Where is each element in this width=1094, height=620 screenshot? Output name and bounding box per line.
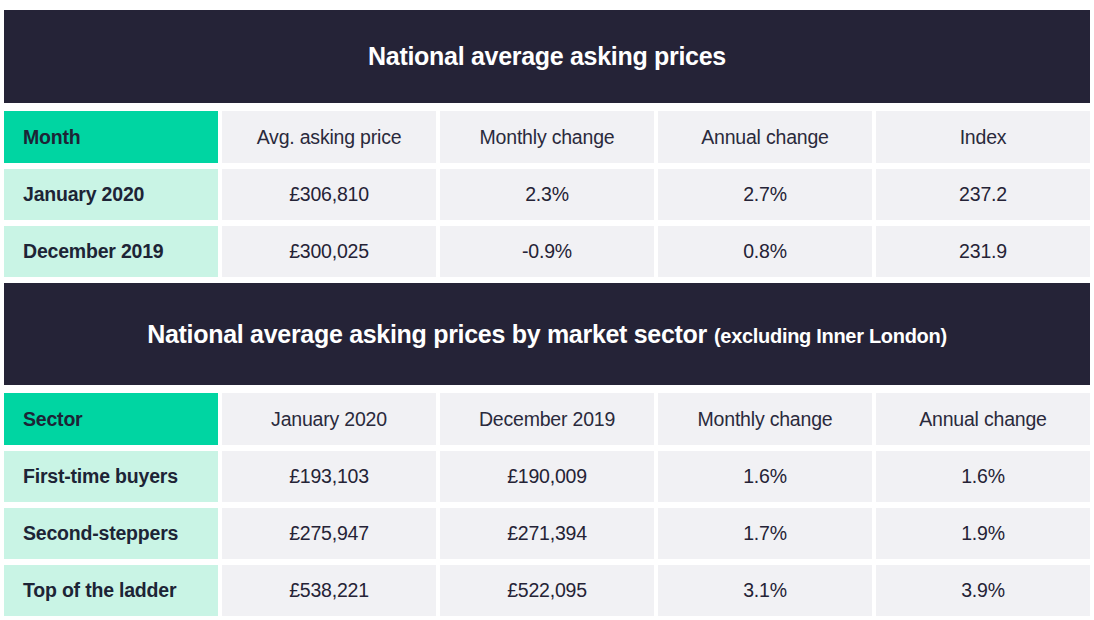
table2-cell: 1.7% <box>658 508 872 559</box>
table2-row-label: Second-steppers <box>4 508 218 559</box>
table2-header-sector: Sector <box>4 393 218 445</box>
table2-row-label: Top of the ladder <box>4 565 218 616</box>
table2-cell: 1.6% <box>876 451 1090 502</box>
table2-cell: 1.9% <box>876 508 1090 559</box>
market-sector-title-suffix: (excluding Inner London) <box>714 325 947 348</box>
table2-row-label: First-time buyers <box>4 451 218 502</box>
table1-cell: £306,810 <box>222 169 436 220</box>
table2-cell: £538,221 <box>222 565 436 616</box>
table2-cell: 3.1% <box>658 565 872 616</box>
table1-header-month: Month <box>4 111 218 163</box>
market-sector-title: National average asking prices by market… <box>147 320 947 349</box>
table2-cell: £522,095 <box>440 565 654 616</box>
market-sector-table: Sector January 2020 December 2019 Monthl… <box>4 393 1090 616</box>
table2-cell: £271,394 <box>440 508 654 559</box>
table2-cell: 3.9% <box>876 565 1090 616</box>
table2-header-january-2020: January 2020 <box>222 393 436 445</box>
house-price-report: National average asking prices Month Avg… <box>0 0 1094 620</box>
market-sector-banner: National average asking prices by market… <box>4 283 1090 385</box>
table1-cell: 231.9 <box>876 226 1090 277</box>
national-prices-table: Month Avg. asking price Monthly change A… <box>4 111 1090 277</box>
table1-cell: 2.3% <box>440 169 654 220</box>
table1-row-label: January 2020 <box>4 169 218 220</box>
table1-header-monthly-change: Monthly change <box>440 111 654 163</box>
market-sector-title-main: National average asking prices by market… <box>147 320 707 349</box>
table1-cell: 237.2 <box>876 169 1090 220</box>
national-prices-banner: National average asking prices <box>4 10 1090 103</box>
table1-header-avg-price: Avg. asking price <box>222 111 436 163</box>
table2-cell: 1.6% <box>658 451 872 502</box>
table1-header-index: Index <box>876 111 1090 163</box>
table2-cell: £193,103 <box>222 451 436 502</box>
table2-header-annual-change: Annual change <box>876 393 1090 445</box>
national-prices-title: National average asking prices <box>368 42 726 71</box>
table1-cell: £300,025 <box>222 226 436 277</box>
table1-cell: -0.9% <box>440 226 654 277</box>
table1-header-annual-change: Annual change <box>658 111 872 163</box>
table2-cell: £275,947 <box>222 508 436 559</box>
table2-header-december-2019: December 2019 <box>440 393 654 445</box>
table1-cell: 2.7% <box>658 169 872 220</box>
table2-cell: £190,009 <box>440 451 654 502</box>
table1-cell: 0.8% <box>658 226 872 277</box>
table1-row-label: December 2019 <box>4 226 218 277</box>
table2-header-monthly-change: Monthly change <box>658 393 872 445</box>
